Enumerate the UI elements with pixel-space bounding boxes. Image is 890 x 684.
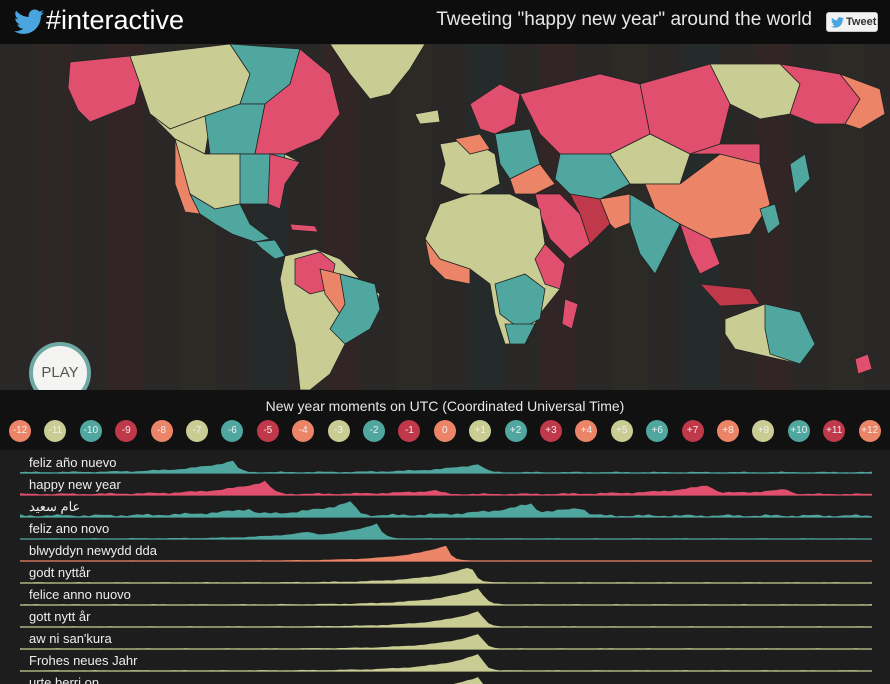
- brand-title[interactable]: #interactive: [46, 5, 185, 35]
- track-label: عام سعيد: [29, 499, 81, 514]
- twitter-bird-small-icon: [831, 17, 844, 28]
- track-row[interactable]: gott nytt år: [20, 606, 872, 628]
- tweet-button[interactable]: Tweet: [826, 12, 878, 32]
- track-area: [20, 568, 872, 583]
- track-area: [20, 480, 872, 495]
- track-area: [20, 634, 872, 649]
- track-label: feliz ano novo: [29, 521, 110, 536]
- track-label: urte berri on: [29, 675, 100, 684]
- timezone-minus5[interactable]: -5: [256, 420, 279, 442]
- track-volume-area: [20, 545, 872, 562]
- timezone-plus8[interactable]: +8: [717, 420, 739, 442]
- track-area: [20, 501, 872, 517]
- track-area: [453, 677, 484, 684]
- timezone-plus12[interactable]: +12: [858, 420, 881, 442]
- track-area: [20, 523, 872, 539]
- timezone-plus7[interactable]: +7: [681, 420, 704, 442]
- tweet-button-label: Tweet: [846, 16, 877, 28]
- timezone-minus6[interactable]: -6: [221, 420, 244, 442]
- track-row[interactable]: feliz ano novo: [20, 518, 872, 540]
- track-label: godt nyttår: [29, 565, 91, 580]
- header-bar: #interactive Tweeting "happy new year" a…: [0, 0, 890, 44]
- twitter-bird-icon: [14, 9, 44, 34]
- track-area: [20, 460, 872, 473]
- track-volume-area: [20, 568, 872, 584]
- track-volume-area: [20, 588, 872, 606]
- timezone-plus5[interactable]: +5: [610, 420, 633, 442]
- timezone-plus11[interactable]: +11: [823, 420, 846, 442]
- timezone-minus9[interactable]: -9: [115, 420, 138, 442]
- track-volume-area: [20, 501, 872, 518]
- timezone-plus2[interactable]: +2: [504, 420, 527, 442]
- track-volume-area: [20, 523, 872, 540]
- timezone-minus3[interactable]: -3: [327, 420, 350, 442]
- timezone-plus3[interactable]: +3: [540, 420, 562, 442]
- track-area: [20, 611, 872, 627]
- timezone-0[interactable]: 0: [433, 420, 456, 442]
- track-row[interactable]: Frohes neues Jahr: [20, 650, 872, 672]
- track-label: aw ni san'kura: [29, 631, 112, 646]
- track-row[interactable]: blwyddyn newydd dda: [20, 540, 872, 562]
- page-title: Tweeting "happy new year" around the wor…: [436, 9, 812, 30]
- track-label: happy new year: [29, 477, 121, 492]
- timezone-plus9[interactable]: +9: [752, 420, 775, 442]
- play-button[interactable]: PLAY: [29, 342, 91, 390]
- timezone-minus12[interactable]: -12: [9, 420, 31, 442]
- track-volume-area: [20, 634, 872, 650]
- timezone-title: New year moments on UTC (Coordinated Uni…: [265, 398, 625, 414]
- track-row[interactable]: felice anno nuovo: [20, 584, 872, 606]
- track-label: gott nytt år: [29, 609, 91, 624]
- timezone-plus6[interactable]: +6: [646, 420, 669, 442]
- timezone-minus7[interactable]: -7: [186, 420, 208, 442]
- track-row[interactable]: godt nyttår: [20, 562, 872, 584]
- track-volume-area: [453, 677, 484, 684]
- track-volume-area: [20, 460, 872, 474]
- timezone-minus11[interactable]: -11: [44, 420, 67, 442]
- timezone-plus4[interactable]: +4: [575, 420, 598, 442]
- track-area: [20, 545, 872, 561]
- track-volume-area: [20, 480, 872, 496]
- timezone-minus2[interactable]: -2: [363, 420, 385, 442]
- track-label: blwyddyn newydd dda: [29, 543, 157, 558]
- track-row[interactable]: عام سعيد: [20, 496, 872, 518]
- timezone-minus1[interactable]: -1: [398, 420, 421, 442]
- track-label: feliz año nuevo: [29, 455, 117, 470]
- timezone-plus1[interactable]: +1: [469, 420, 492, 442]
- track-label: Frohes neues Jahr: [29, 653, 138, 668]
- track-volume-area: [20, 611, 872, 628]
- timezone-minus10[interactable]: -10: [79, 420, 102, 442]
- timezone-minus4[interactable]: -4: [292, 420, 315, 442]
- track-row[interactable]: happy new year: [20, 474, 872, 496]
- world-map[interactable]: PLAY: [0, 44, 890, 390]
- world-map-svg: [0, 44, 890, 390]
- timezone-minus8[interactable]: -8: [150, 420, 173, 442]
- track-row[interactable]: feliz año nuevo: [20, 452, 872, 474]
- track-label: felice anno nuovo: [29, 587, 131, 602]
- track-area: [20, 654, 872, 671]
- track-area: [20, 588, 872, 605]
- tweet-volume-tracks: feliz año nuevo happy new year عام سعيد fel…: [0, 452, 890, 684]
- track-volume-area: [20, 654, 872, 672]
- track-row[interactable]: urte berri on: [20, 672, 872, 684]
- track-row[interactable]: aw ni san'kura: [20, 628, 872, 650]
- timezone-plus10[interactable]: +10: [787, 420, 810, 442]
